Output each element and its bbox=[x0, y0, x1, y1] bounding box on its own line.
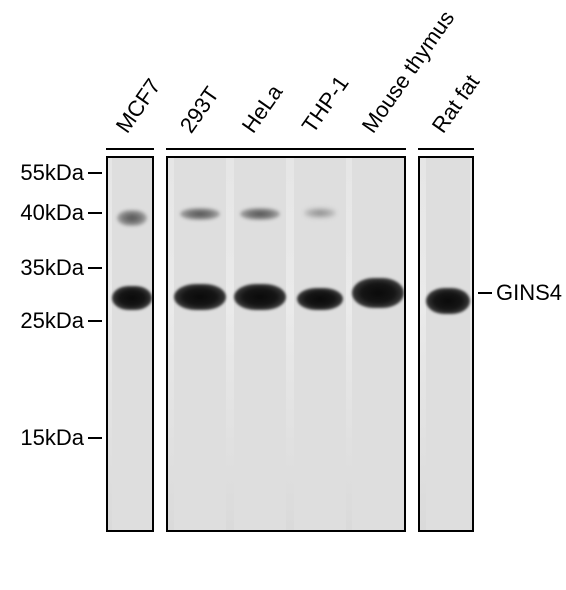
marker-tick bbox=[88, 212, 102, 214]
band-main bbox=[426, 288, 470, 314]
band-main bbox=[352, 278, 404, 308]
band-upper bbox=[304, 208, 336, 218]
label-underline bbox=[166, 148, 406, 150]
band-upper bbox=[180, 208, 220, 220]
marker-40: 40kDa bbox=[4, 200, 84, 226]
lane-293t bbox=[174, 158, 226, 530]
blot-panel-2 bbox=[166, 156, 406, 532]
lane-label-ratfat: Rat fat bbox=[427, 70, 485, 138]
lane-hela bbox=[234, 158, 286, 530]
lane-ratfat bbox=[426, 158, 470, 530]
protein-label: GINS4 bbox=[496, 280, 562, 306]
band-upper bbox=[240, 208, 280, 220]
marker-15: 15kDa bbox=[4, 425, 84, 451]
band-upper bbox=[117, 210, 147, 226]
band-main bbox=[234, 284, 286, 310]
right-tick bbox=[478, 292, 492, 294]
marker-tick bbox=[88, 267, 102, 269]
marker-35: 35kDa bbox=[4, 255, 84, 281]
lane-mcf7 bbox=[112, 158, 152, 530]
marker-tick bbox=[88, 172, 102, 174]
band-main bbox=[174, 284, 226, 310]
lane-label-hela: HeLa bbox=[237, 80, 288, 138]
label-underline bbox=[106, 148, 154, 150]
label-underline bbox=[418, 148, 474, 150]
marker-tick bbox=[88, 437, 102, 439]
marker-55: 55kDa bbox=[4, 160, 84, 186]
marker-25: 25kDa bbox=[4, 308, 84, 334]
lane-thymus bbox=[352, 158, 404, 530]
lane-label-thp1: THP-1 bbox=[297, 71, 355, 138]
marker-tick bbox=[88, 320, 102, 322]
blot-panel-3 bbox=[418, 156, 474, 532]
band-main bbox=[297, 288, 343, 310]
western-blot-figure: MCF7 293T HeLa THP-1 Mouse thymus Rat fa… bbox=[0, 0, 566, 590]
lane-label-mcf7: MCF7 bbox=[111, 74, 167, 138]
blot-panel-1 bbox=[106, 156, 154, 532]
band-main bbox=[112, 286, 152, 310]
lane-thp1 bbox=[294, 158, 346, 530]
lane-label-293t: 293T bbox=[175, 82, 225, 138]
